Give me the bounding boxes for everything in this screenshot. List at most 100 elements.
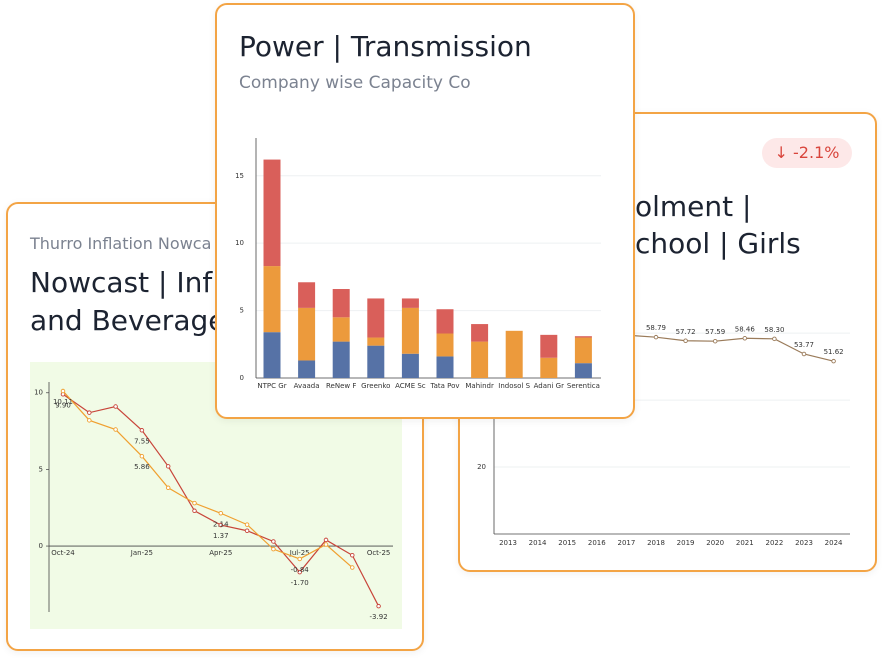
value-label: 5.86 — [134, 463, 150, 471]
bar-segment — [298, 360, 316, 378]
x-tick-label: Jan-25 — [130, 549, 153, 557]
point — [683, 338, 688, 344]
x-tick-label: Apr-25 — [209, 549, 232, 557]
point — [218, 522, 224, 528]
y-tick-label: 0 — [39, 542, 43, 550]
x-tick-label: NTPC Gr — [257, 382, 286, 390]
x-tick-label: ReNew F — [326, 382, 356, 390]
y-tick-label: 5 — [240, 307, 244, 315]
x-tick-label: 2024 — [825, 539, 843, 547]
bar-segment — [436, 309, 454, 334]
x-tick-label: Indosol S — [498, 382, 530, 390]
bar-segment — [574, 363, 592, 378]
point — [271, 546, 276, 552]
value-label: -0.84 — [291, 566, 310, 574]
y-tick-label: 5 — [39, 465, 43, 473]
y-tick-label: 0 — [240, 374, 244, 382]
point — [218, 511, 224, 516]
point — [113, 404, 118, 409]
value-label: 58.30 — [764, 326, 784, 334]
point — [801, 351, 807, 357]
point — [87, 418, 92, 423]
value-label: 51.62 — [824, 348, 844, 356]
x-tick-label: Serentica — [567, 382, 600, 390]
point — [192, 500, 197, 506]
bar-segment — [401, 307, 419, 354]
bar-segment — [401, 353, 419, 378]
bar-segment — [436, 333, 454, 357]
x-tick-label: ACME Sc — [395, 382, 426, 390]
value-label: 2.14 — [213, 520, 229, 528]
x-tick-label: 2021 — [736, 539, 754, 547]
value-label: 58.46 — [735, 325, 756, 333]
point — [712, 338, 718, 344]
x-tick-label: Adani Gr — [534, 382, 564, 390]
bar-segment — [471, 341, 489, 378]
bar-segment — [367, 337, 385, 346]
badge: ↓ -2.1% — [762, 138, 852, 168]
point — [139, 428, 145, 433]
line — [62, 390, 353, 568]
point — [772, 336, 777, 342]
y-tick-label: 10 — [235, 239, 244, 247]
bar-segment — [471, 324, 489, 342]
bar-segment — [298, 307, 316, 361]
bar-segment — [401, 298, 419, 308]
point — [113, 427, 118, 432]
point — [165, 485, 171, 491]
point — [376, 603, 381, 609]
point — [87, 410, 92, 415]
bar-segment — [436, 356, 454, 378]
card-subtitle: Company wise Capacity Co — [239, 73, 471, 93]
card-title: chool | Girls — [635, 227, 801, 260]
badge-value: -2.1% — [793, 143, 840, 162]
point — [831, 358, 836, 364]
x-tick-label: Oct-25 — [367, 549, 391, 557]
x-tick-label: Greenko — [361, 382, 390, 390]
bar-segment — [332, 341, 350, 378]
y-tick-label: 15 — [235, 172, 244, 180]
bar-segment — [332, 289, 350, 318]
value-label: 10.11 — [53, 398, 73, 406]
value-label: 7.55 — [134, 437, 150, 445]
card-title: olment | — [635, 190, 752, 223]
value-label: -3.92 — [370, 613, 388, 621]
card-title: Power | Transmission — [239, 30, 532, 63]
x-tick-label: Tata Pov — [429, 382, 459, 390]
x-tick-label: 2023 — [795, 539, 813, 547]
bar-segment — [367, 345, 385, 378]
bar-segment — [540, 357, 558, 378]
value-label: 1.37 — [213, 532, 229, 540]
x-tick-label: 2022 — [765, 539, 783, 547]
card-subtitle: Thurro Inflation Nowca — [30, 234, 212, 253]
x-tick-label: Oct-24 — [51, 549, 75, 557]
bar-segment — [263, 159, 281, 267]
point — [323, 542, 329, 547]
point — [165, 464, 171, 469]
card-title: and Beverage — [30, 304, 226, 337]
point — [271, 539, 276, 544]
bar-segment — [574, 336, 592, 338]
point — [60, 388, 66, 394]
x-tick-label: 2020 — [706, 539, 724, 547]
bar-segment — [367, 298, 385, 338]
point — [350, 553, 355, 558]
bar-segment — [505, 330, 523, 378]
x-tick-label: 2017 — [617, 539, 635, 547]
point — [323, 537, 329, 543]
value-label: 57.72 — [676, 328, 696, 336]
value-label: 53.77 — [794, 341, 814, 349]
point — [297, 569, 302, 575]
bar-segment — [263, 332, 281, 378]
bar-segment — [332, 317, 350, 342]
x-tick-label: Avaada — [294, 382, 320, 390]
card: Power | Transmission Company wise Capaci… — [215, 3, 635, 419]
point — [297, 556, 302, 562]
x-tick-label: 2014 — [529, 539, 547, 547]
point — [244, 528, 250, 533]
bar-segment — [574, 337, 592, 364]
card-title: Nowcast | Inf — [30, 266, 213, 299]
x-tick-label: 2013 — [499, 539, 517, 547]
chart: 0 5 10 15 NTPC Gr Avaada ReNew F Greenko ACME Sc… — [235, 138, 601, 390]
